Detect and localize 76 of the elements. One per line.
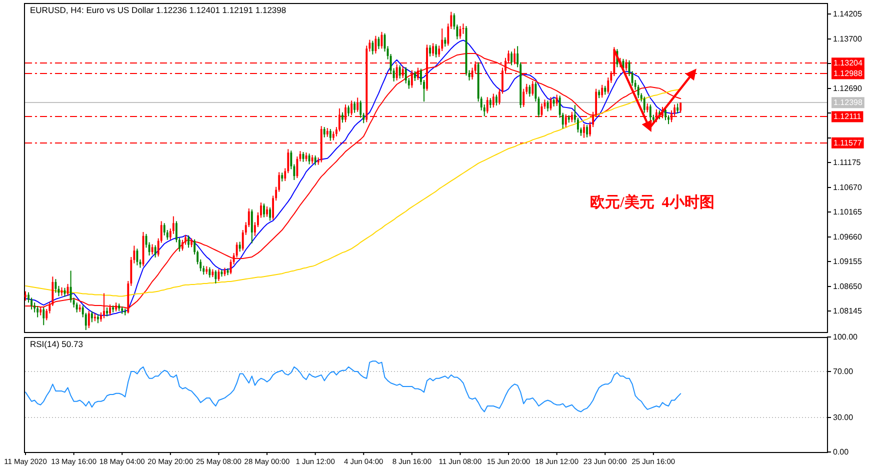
candlestick	[435, 44, 438, 58]
candlestick	[556, 94, 558, 106]
candlestick	[208, 266, 211, 278]
candlestick	[486, 96, 488, 114]
candlestick	[54, 278, 57, 294]
y-tick-label: 1.14205	[833, 10, 862, 19]
candlestick	[24, 290, 26, 302]
y-tick-label: 1.10165	[833, 208, 862, 217]
candlestick	[495, 94, 498, 106]
candlestick	[601, 84, 604, 98]
candlestick	[214, 270, 217, 284]
candlestick	[492, 93, 494, 108]
candlestick	[356, 97, 359, 112]
candlestick	[238, 241, 241, 252]
y-tick-label: 70.00	[833, 367, 854, 376]
y-tick-label: 1.09155	[833, 257, 862, 266]
candlestick	[398, 64, 401, 80]
ref-line-label: 1.13204	[834, 58, 863, 68]
y-tick-label: 0.00	[833, 448, 850, 456]
y-tick-label: 1.12690	[833, 84, 862, 93]
y-tick-label: 1.08650	[833, 282, 862, 291]
candlestick	[188, 234, 190, 248]
candlestick	[489, 98, 492, 108]
candlestick	[664, 107, 666, 121]
ref-line-label: 1.12111	[834, 112, 862, 122]
candlestick	[136, 248, 138, 266]
chart-title: EURUSD, H4: Euro vs US Dollar 1.12236 1.12401 1.12191 1.12398	[30, 5, 286, 15]
y-tick-label: 1.09660	[833, 232, 862, 242]
candlestick	[532, 80, 534, 96]
y-tick-label: 30.00	[833, 413, 854, 422]
candlestick	[586, 124, 588, 138]
candlestick	[263, 203, 265, 218]
candlestick	[583, 124, 585, 138]
candlestick	[374, 35, 377, 54]
candlestick	[163, 222, 166, 236]
candlestick	[151, 244, 154, 256]
candlestick	[637, 84, 640, 99]
candlestick	[342, 112, 344, 124]
ref-line-label: 1.12398	[834, 98, 863, 108]
candlestick	[528, 84, 531, 98]
candlestick	[510, 51, 512, 66]
candlestick	[90, 310, 93, 323]
candlestick	[354, 101, 356, 114]
y-tick-label: 1.10670	[833, 182, 862, 192]
candlestick	[414, 70, 416, 82]
y-tick-label: 1.08145	[833, 306, 862, 316]
candlestick	[429, 44, 431, 57]
y-tick-label: 100.00	[833, 332, 858, 342]
candlestick	[444, 36, 446, 48]
candlestick	[88, 310, 90, 329]
candlestick	[70, 270, 72, 304]
annotation: 欧元/美元 4小时图	[590, 192, 714, 211]
ref-line-label: 1.12988	[834, 69, 863, 78]
candlestick	[649, 104, 652, 123]
candlestick	[323, 126, 326, 138]
candlestick	[522, 88, 525, 108]
candlestick	[314, 154, 316, 166]
candlestick	[432, 42, 434, 56]
ref-line-label: 1.11577	[834, 138, 862, 148]
candlestick	[643, 96, 646, 114]
candlestick	[266, 206, 268, 218]
candlestick	[348, 104, 350, 117]
chart-title: RSI(14) 50.73	[30, 339, 84, 349]
candlestick	[250, 208, 253, 244]
y-tick-label: 1.11175	[833, 158, 862, 168]
candlestick	[378, 36, 380, 50]
candlestick	[676, 103, 679, 114]
candlestick	[182, 239, 184, 252]
y-tick-label: 1.13700	[833, 34, 862, 44]
candlestick	[154, 244, 156, 258]
line-series	[25, 360, 682, 412]
candlestick	[36, 306, 39, 318]
candlestick	[329, 128, 332, 142]
candlestick	[42, 306, 45, 326]
candlestick	[269, 206, 271, 222]
candlestick	[372, 40, 374, 55]
